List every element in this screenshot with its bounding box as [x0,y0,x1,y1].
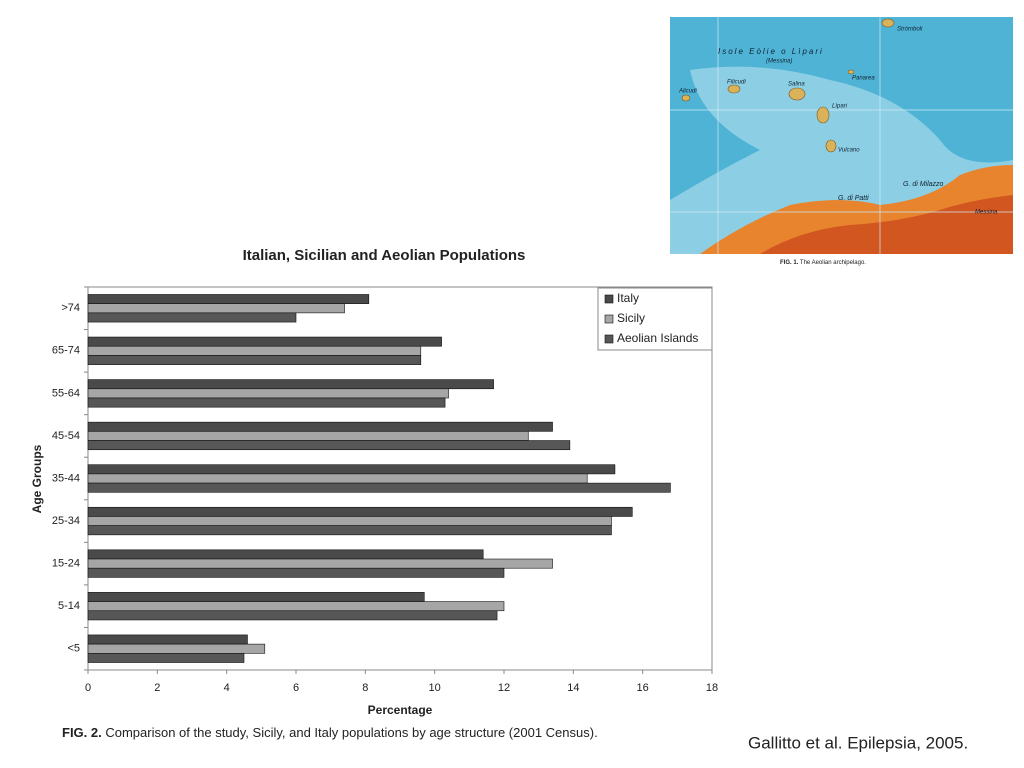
bar [87,567,505,578]
map-label: Lìpari [832,104,848,110]
bar [87,388,449,399]
map-label: Panarea [852,76,875,82]
caption-label: FIG. 2. [62,725,102,740]
y-tick-label: 25-34 [52,515,80,527]
map-caption: FIG. 1. The Aeolian archipelago. [780,260,866,266]
legend-box [597,287,713,351]
y-tick-label: 55-64 [52,387,80,399]
y-tick-label: 45-54 [52,430,80,442]
map-label: Filicudi [727,80,746,86]
x-tick-label: 10 [429,682,441,694]
island [881,18,895,28]
y-tick-label: 5-14 [58,600,80,612]
bar [87,610,498,621]
legend-label: Italy [617,291,639,305]
bar [87,440,571,451]
map-label: G. di Milazzo [903,181,944,188]
map: Isole Eòlie o Lìpari (Messina) Strómboli… [670,17,1013,255]
caption-text: Comparison of the study, Sicily, and Ita… [105,725,597,740]
legend-swatch [604,334,614,344]
bar [87,643,266,654]
island [847,69,855,75]
island [727,84,741,94]
x-tick-label: 16 [637,682,649,694]
x-tick-label: 8 [362,682,368,694]
x-tick-label: 12 [498,682,510,694]
map-label: (Messina) [766,59,792,65]
bar [87,294,370,304]
bar [87,379,494,390]
map-label: Isole Eòlie o Lìpari [718,47,824,56]
bar [87,601,505,612]
bar [87,549,484,560]
map-label: G. di Patti [838,195,869,202]
bar [87,421,553,432]
bar [87,516,612,526]
y-tick-label: 65-74 [52,345,80,357]
map-label: Strómboli [897,27,923,33]
legend-label: Aeolian Islands [617,331,698,345]
legend-label: Sicily [617,311,645,325]
map-label: Messina [975,210,998,216]
bar [87,473,588,484]
figure-caption: FIG. 2. Comparison of the study, Sicily,… [62,725,598,740]
bar [87,355,422,365]
legend-swatch [604,314,614,324]
bar [87,525,612,536]
bar [87,336,442,347]
bar [87,482,671,493]
y-axis-label: Age Groups [30,444,44,513]
bar [87,431,529,441]
map-label: Alicudi [678,89,697,95]
islands [681,18,895,153]
x-tick-label: 2 [154,682,160,694]
x-tick-label: 6 [293,682,299,694]
y-tick-label: 35-44 [52,472,80,484]
bar [87,592,425,602]
x-tick-label: 0 [85,682,91,694]
bar [87,464,616,475]
island [825,139,837,153]
map-caption-text: The Aeolian archipelago. [800,260,866,266]
y-tick-label: >74 [61,302,80,314]
island [788,87,806,101]
x-axis-label: Percentage [368,703,433,717]
bar [87,397,446,408]
bar [87,653,245,663]
bar [87,345,422,356]
chart-title: Italian, Sicilian and Aeolian Population… [243,247,526,264]
x-tick-label: 14 [567,682,579,694]
y-tick-label: <5 [67,643,80,655]
bar [87,303,345,314]
y-tick-label: 15-24 [52,558,80,570]
map-caption-label: FIG. 1. [780,260,799,266]
legend-swatch [604,294,614,304]
x-tick-label: 18 [706,682,718,694]
citation: Gallitto et al. Epilepsia, 2005. [748,733,968,752]
map-land-high [760,195,1013,254]
island [681,94,691,102]
map-label: Salina [788,82,805,88]
bar [87,312,297,323]
bar [87,506,633,517]
x-tick-label: 4 [224,682,230,694]
map-label: Vulcano [838,148,860,154]
bar [87,558,553,569]
island [816,106,830,124]
bar [87,634,248,645]
